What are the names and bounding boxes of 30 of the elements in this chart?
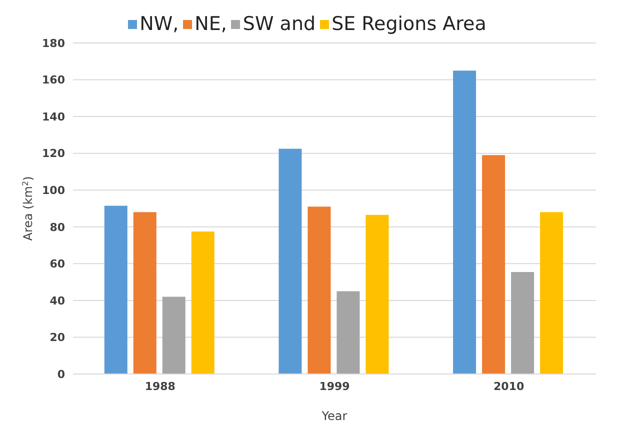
- y-tick-label: 20: [50, 331, 66, 344]
- x-tick-label: 1999: [319, 380, 350, 393]
- bar: [308, 206, 331, 374]
- x-axis-title: Year: [320, 409, 348, 423]
- legend-label: SE Regions Area: [332, 13, 486, 35]
- y-tick-label: 0: [57, 368, 66, 381]
- bar: [104, 206, 128, 374]
- y-tick-label: 80: [50, 220, 66, 234]
- y-tick-label: 40: [50, 294, 66, 308]
- bar: [366, 214, 389, 374]
- bar: [453, 70, 476, 374]
- x-tick-label: 2010: [494, 380, 524, 393]
- y-tick-label: 180: [42, 36, 66, 50]
- bar: [191, 231, 214, 374]
- legend-label: SW and: [242, 13, 316, 35]
- y-tick-label: 100: [42, 184, 66, 198]
- y-tick-label: 160: [42, 74, 66, 87]
- y-tick-label: 120: [42, 147, 66, 160]
- bar: [540, 212, 564, 374]
- y-tick-label: 140: [42, 110, 66, 124]
- x-tick-label: 1988: [144, 380, 176, 393]
- bar: [133, 212, 156, 374]
- legend-label: NW,: [140, 13, 179, 35]
- legend-label: NE,: [194, 13, 227, 35]
- y-tick-label: 60: [50, 258, 66, 271]
- bar: [482, 155, 506, 374]
- bar: [511, 272, 534, 374]
- bar: [336, 291, 360, 374]
- bar: [162, 296, 186, 374]
- bar: [278, 148, 302, 374]
